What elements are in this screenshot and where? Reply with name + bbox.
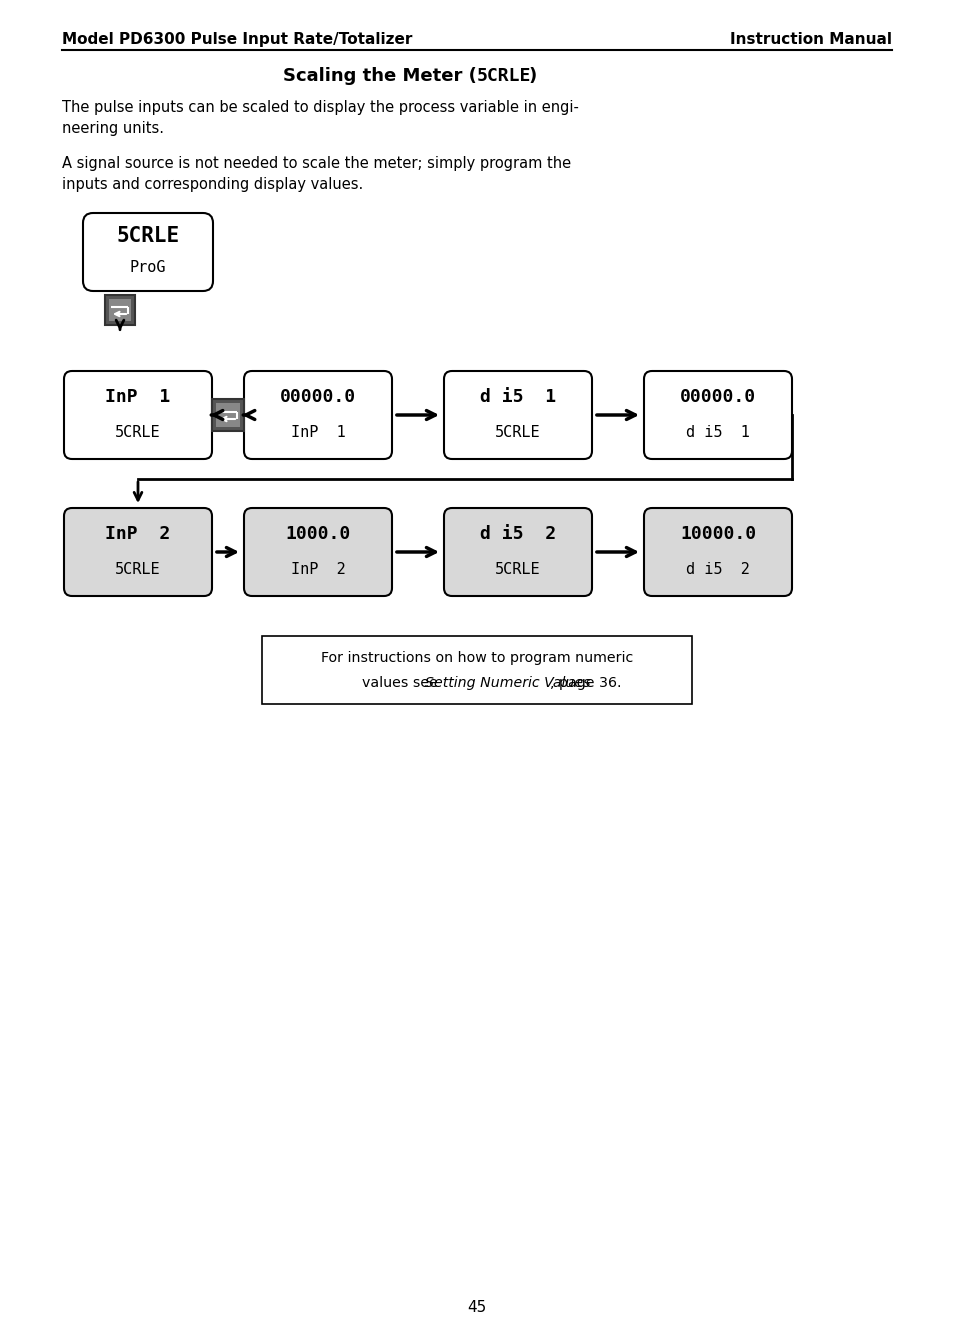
Text: 10000.0: 10000.0	[679, 525, 756, 542]
Text: A signal source is not needed to scale the meter; simply program the
inputs and : A signal source is not needed to scale t…	[62, 156, 571, 192]
FancyBboxPatch shape	[64, 371, 212, 460]
Text: The pulse inputs can be scaled to display the process variable in engi-
neering : The pulse inputs can be scaled to displa…	[62, 100, 578, 136]
Text: d i5  1: d i5 1	[479, 387, 556, 406]
Bar	[105, 295, 135, 325]
FancyBboxPatch shape	[643, 371, 791, 460]
Text: d i5  2: d i5 2	[479, 525, 556, 542]
Text: 00000.0: 00000.0	[279, 387, 355, 406]
Bar	[212, 399, 244, 432]
Text: InP  1: InP 1	[105, 387, 171, 406]
Text: ProG: ProG	[130, 261, 166, 275]
FancyBboxPatch shape	[443, 371, 592, 460]
Text: 5CRLE: 5CRLE	[495, 425, 540, 441]
FancyBboxPatch shape	[244, 508, 392, 596]
Text: 45: 45	[467, 1300, 486, 1316]
Text: Instruction Manual: Instruction Manual	[729, 32, 891, 47]
Bar	[262, 636, 691, 704]
Text: Scaling the Meter (: Scaling the Meter (	[283, 67, 476, 86]
Text: Setting Numeric Values: Setting Numeric Values	[424, 676, 590, 689]
Text: 5CRLE: 5CRLE	[116, 226, 179, 246]
Text: InP  2: InP 2	[291, 562, 345, 577]
Text: Model PD6300 Pulse Input Rate/Totalizer: Model PD6300 Pulse Input Rate/Totalizer	[62, 32, 412, 47]
Text: d i5  2: d i5 2	[685, 562, 749, 577]
FancyBboxPatch shape	[643, 508, 791, 596]
Text: 5CRLE: 5CRLE	[115, 562, 161, 577]
Text: 00000.0: 00000.0	[679, 387, 756, 406]
Bar	[215, 403, 240, 428]
FancyBboxPatch shape	[64, 508, 212, 596]
Text: , page 36.: , page 36.	[550, 676, 621, 689]
Text: 5CRLE: 5CRLE	[495, 562, 540, 577]
Text: 1000.0: 1000.0	[285, 525, 351, 542]
Bar	[109, 299, 131, 321]
Text: ): )	[529, 67, 537, 86]
Text: 5CRLE: 5CRLE	[115, 425, 161, 441]
Text: For instructions on how to program numeric: For instructions on how to program numer…	[320, 651, 633, 665]
Text: InP  2: InP 2	[105, 525, 171, 542]
Text: 5CRLE: 5CRLE	[476, 67, 531, 86]
FancyBboxPatch shape	[83, 212, 213, 291]
Text: values see: values see	[361, 676, 442, 689]
FancyBboxPatch shape	[443, 508, 592, 596]
FancyBboxPatch shape	[244, 371, 392, 460]
Text: d i5  1: d i5 1	[685, 425, 749, 441]
Text: InP  1: InP 1	[291, 425, 345, 441]
